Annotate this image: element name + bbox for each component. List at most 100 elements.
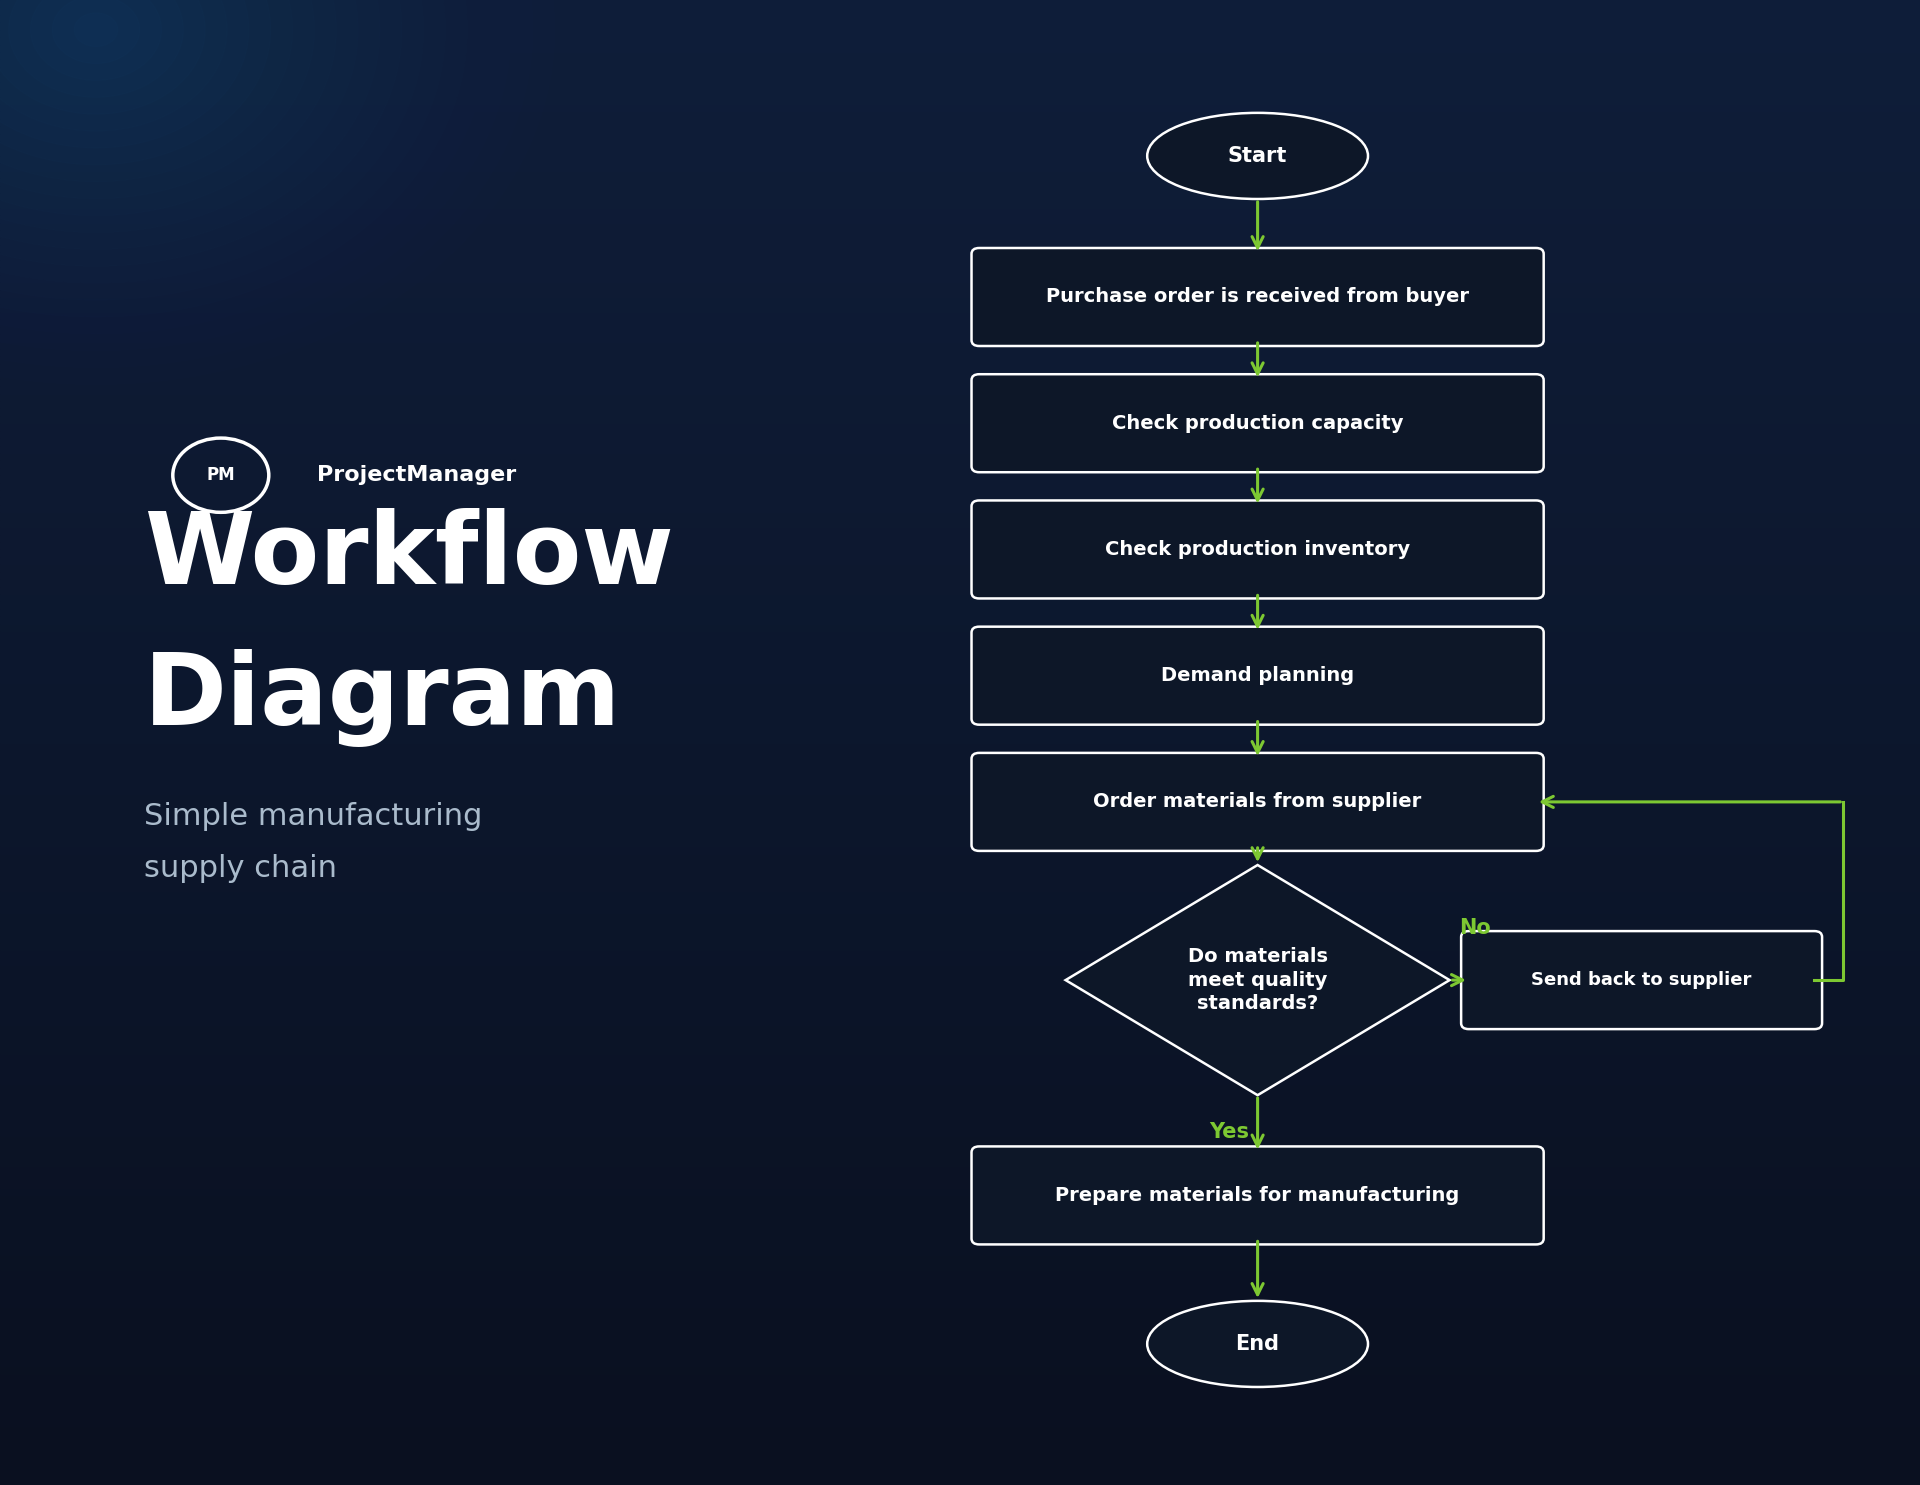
Bar [0, 1359, 1920, 1366]
Bar [0, 1114, 1920, 1121]
FancyBboxPatch shape [972, 627, 1544, 725]
Bar [0, 535, 1920, 542]
Bar [0, 950, 1920, 958]
Bar [0, 965, 1920, 973]
Bar [0, 988, 1920, 995]
Bar [0, 1129, 1920, 1136]
Bar [0, 379, 1920, 386]
Bar [0, 1121, 1920, 1129]
Bar [0, 186, 1920, 193]
Bar [0, 460, 1920, 468]
Bar [0, 698, 1920, 705]
Bar [0, 772, 1920, 780]
Ellipse shape [1148, 113, 1369, 199]
Bar [0, 884, 1920, 891]
Bar [0, 542, 1920, 549]
Bar [0, 1270, 1920, 1277]
Bar [0, 973, 1920, 980]
Bar [0, 787, 1920, 794]
Bar [0, 260, 1920, 267]
Bar [0, 691, 1920, 698]
Bar [0, 1062, 1920, 1069]
Bar [0, 1470, 1920, 1478]
Bar [0, 290, 1920, 297]
FancyBboxPatch shape [972, 1146, 1544, 1244]
Bar [0, 1166, 1920, 1173]
Text: Do materials
meet quality
standards?: Do materials meet quality standards? [1188, 947, 1327, 1013]
Bar [0, 1010, 1920, 1017]
Bar [0, 1374, 1920, 1381]
Bar [0, 148, 1920, 156]
Bar [0, 601, 1920, 609]
Bar [0, 104, 1920, 111]
Text: Send back to supplier: Send back to supplier [1532, 971, 1751, 989]
Bar [0, 1433, 1920, 1440]
Bar [0, 1478, 1920, 1485]
Bar [0, 282, 1920, 290]
Bar [0, 468, 1920, 475]
Bar [0, 750, 1920, 757]
Bar [0, 1448, 1920, 1455]
Bar [0, 141, 1920, 148]
Bar [0, 238, 1920, 245]
Bar [0, 163, 1920, 171]
Bar [0, 1218, 1920, 1225]
Bar [0, 921, 1920, 928]
FancyBboxPatch shape [972, 374, 1544, 472]
Bar [0, 1336, 1920, 1344]
Bar [0, 1388, 1920, 1396]
Text: Simple manufacturing: Simple manufacturing [144, 802, 482, 832]
Bar [0, 572, 1920, 579]
Bar [0, 7, 1920, 15]
Bar [0, 490, 1920, 497]
Bar [0, 1158, 1920, 1166]
Text: Diagram: Diagram [144, 649, 622, 747]
Bar [0, 1299, 1920, 1307]
Bar [0, 74, 1920, 82]
Bar [0, 1440, 1920, 1448]
Text: Start: Start [1229, 146, 1286, 166]
Bar [0, 97, 1920, 104]
Bar [0, 275, 1920, 282]
Bar [0, 668, 1920, 676]
Bar [0, 1247, 1920, 1255]
Bar [0, 757, 1920, 765]
Bar [0, 304, 1920, 312]
Bar [0, 646, 1920, 653]
Bar [0, 52, 1920, 59]
Bar [0, 349, 1920, 356]
Bar [0, 817, 1920, 824]
Bar [0, 839, 1920, 846]
Bar [0, 401, 1920, 408]
Bar [0, 913, 1920, 921]
Bar [0, 631, 1920, 639]
Bar [0, 1463, 1920, 1470]
Bar [0, 215, 1920, 223]
Bar [0, 371, 1920, 379]
Bar [0, 446, 1920, 453]
Bar [0, 1210, 1920, 1218]
Bar [0, 119, 1920, 126]
Bar [0, 59, 1920, 67]
Bar [0, 386, 1920, 394]
Bar [0, 67, 1920, 74]
Bar [0, 936, 1920, 943]
FancyBboxPatch shape [972, 500, 1544, 598]
Bar [0, 624, 1920, 631]
Bar [0, 587, 1920, 594]
Bar [0, 1099, 1920, 1106]
Bar [0, 431, 1920, 438]
Bar [0, 312, 1920, 319]
Bar [0, 0, 1920, 7]
Text: Purchase order is received from buyer: Purchase order is received from buyer [1046, 288, 1469, 306]
Bar [0, 297, 1920, 304]
Bar [0, 713, 1920, 720]
Bar [0, 327, 1920, 334]
Ellipse shape [1148, 1301, 1369, 1387]
Bar [0, 809, 1920, 817]
Bar [0, 475, 1920, 483]
Bar [0, 1277, 1920, 1285]
Bar [0, 1396, 1920, 1403]
Bar [0, 512, 1920, 520]
Bar [0, 906, 1920, 913]
